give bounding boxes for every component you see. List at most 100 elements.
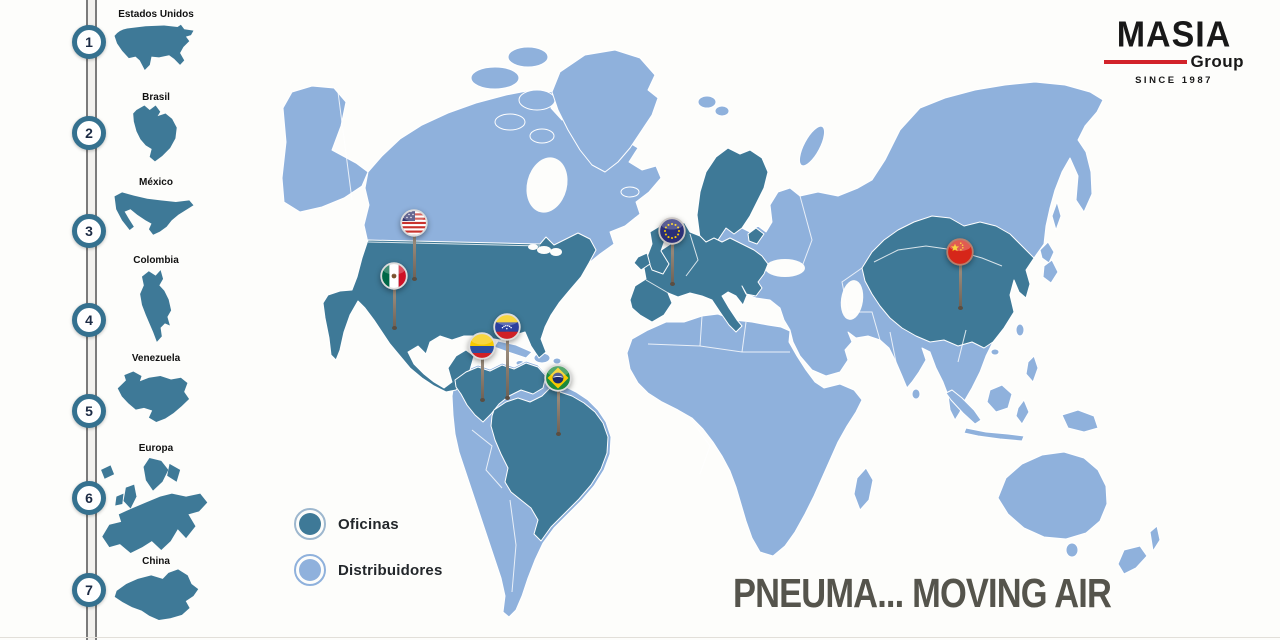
pin-stick [670, 231, 675, 286]
border-line [957, 329, 967, 363]
sidebar-label-estados-unidos: Estados Unidos [118, 9, 194, 20]
brazil-silhouette [133, 105, 177, 162]
tasmania-island [1065, 542, 1079, 558]
step-number-6: 6 [72, 481, 106, 515]
colombia-flag-icon [468, 332, 496, 360]
mexico-flag-icon [380, 262, 408, 290]
border-line [367, 241, 541, 247]
madagascar-island [853, 467, 874, 511]
usa-silhouette [114, 24, 194, 71]
step-number-4: 4 [72, 303, 106, 337]
mexico-silhouette [114, 192, 194, 235]
logo-brand-text: MASIA [1116, 15, 1232, 55]
slogan-text: PNEUMA... MOVING AIR [733, 570, 1112, 616]
brazil-flag-icon [544, 364, 572, 392]
australia-region [997, 451, 1108, 540]
legend-item-oficinas: Oficinas [294, 508, 442, 540]
new-zealand-islands [1117, 545, 1148, 575]
pin-venezuela[interactable] [493, 313, 521, 400]
iceland-island [620, 186, 640, 198]
hainan-island [990, 348, 1000, 356]
europe-silhouette [101, 457, 208, 554]
step-number-7: 7 [72, 573, 106, 607]
svalbard-island [697, 95, 717, 109]
sulawesi-island [1015, 399, 1030, 425]
pin-colombia[interactable] [468, 332, 496, 402]
svalbard-island [714, 105, 730, 117]
hudson-bay [526, 157, 568, 213]
sidebar-label-china: China [142, 556, 170, 567]
map-legend: Oficinas Distribuidores [294, 508, 442, 600]
legend-label: Oficinas [338, 515, 399, 533]
pin-stick [958, 252, 963, 310]
logo-red-line [1104, 60, 1187, 64]
venezuela-flag-icon [493, 313, 521, 341]
africa-region [626, 313, 863, 557]
border-line [337, 91, 353, 201]
logo-since-text: SINCE 1987 [1135, 75, 1213, 86]
china-silhouette [114, 569, 199, 620]
novaya-zemlya-island [798, 125, 826, 167]
arctic-island [494, 113, 526, 131]
border-line [699, 315, 703, 347]
masia-group-logo: MASIA Group SINCE 1987 [1104, 15, 1244, 86]
offices-swatch-icon [294, 508, 326, 540]
logo-group-text: Group [1190, 52, 1244, 71]
border-line [841, 267, 863, 313]
pin-stick [556, 378, 561, 436]
java-island [963, 427, 1025, 442]
ireland-region [633, 252, 651, 271]
border-line [685, 233, 699, 277]
legend-label: Distribuidores [338, 561, 443, 579]
caribbean-island [552, 357, 562, 365]
sidebar-label-mexico: México [139, 177, 173, 188]
new-zealand-islands [1149, 525, 1161, 552]
legend-item-distribuidores: Distribuidores [294, 554, 442, 586]
border-line [741, 321, 747, 353]
borneo-island [986, 384, 1013, 413]
venezuela-silhouette [117, 371, 190, 423]
distributors-swatch-icon [294, 554, 326, 586]
arctic-island [507, 46, 549, 68]
sumatra-island [945, 389, 982, 425]
step-number-5: 5 [72, 394, 106, 428]
border-line [799, 195, 813, 273]
colombia-venezuela-region [454, 362, 547, 423]
great-lakes [550, 248, 562, 256]
bottom-divider [0, 637, 1280, 638]
border-line [471, 429, 503, 489]
china-flag-icon [946, 238, 974, 266]
step-number-2: 2 [72, 116, 106, 150]
border-line [647, 343, 790, 353]
greenland-region [551, 49, 659, 173]
sidebar-label-colombia: Colombia [133, 255, 179, 266]
arctic-island [470, 66, 520, 90]
border-line [689, 417, 711, 475]
step-number-1: 1 [72, 25, 106, 59]
alaska-region [281, 85, 369, 213]
pin-mexico[interactable] [380, 262, 408, 330]
step-number-3: 3 [72, 214, 106, 248]
great-lakes [537, 246, 551, 254]
colombia-silhouette [140, 270, 172, 342]
black-sea [765, 259, 805, 277]
usa-flag-icon [400, 209, 428, 237]
sidebar-label-europa: Europa [138, 443, 174, 454]
pin-stick [412, 223, 417, 281]
border-line [889, 331, 897, 363]
pin-brasil[interactable] [544, 364, 572, 436]
sri-lanka-island [911, 388, 921, 400]
sakhalin-island [1051, 201, 1062, 231]
pin-china[interactable] [946, 238, 974, 310]
baltics-region [747, 227, 765, 245]
japan-islands [1039, 241, 1055, 264]
philippines-islands [1025, 355, 1039, 383]
sidebar-label-venezuela: Venezuela [131, 353, 181, 364]
pin-estados-unidos[interactable] [400, 209, 428, 281]
border-line [873, 245, 1003, 267]
pin-stick [505, 327, 510, 400]
new-guinea-island [1061, 409, 1099, 433]
pin-europa[interactable] [658, 217, 686, 286]
pin-stick [392, 276, 397, 330]
